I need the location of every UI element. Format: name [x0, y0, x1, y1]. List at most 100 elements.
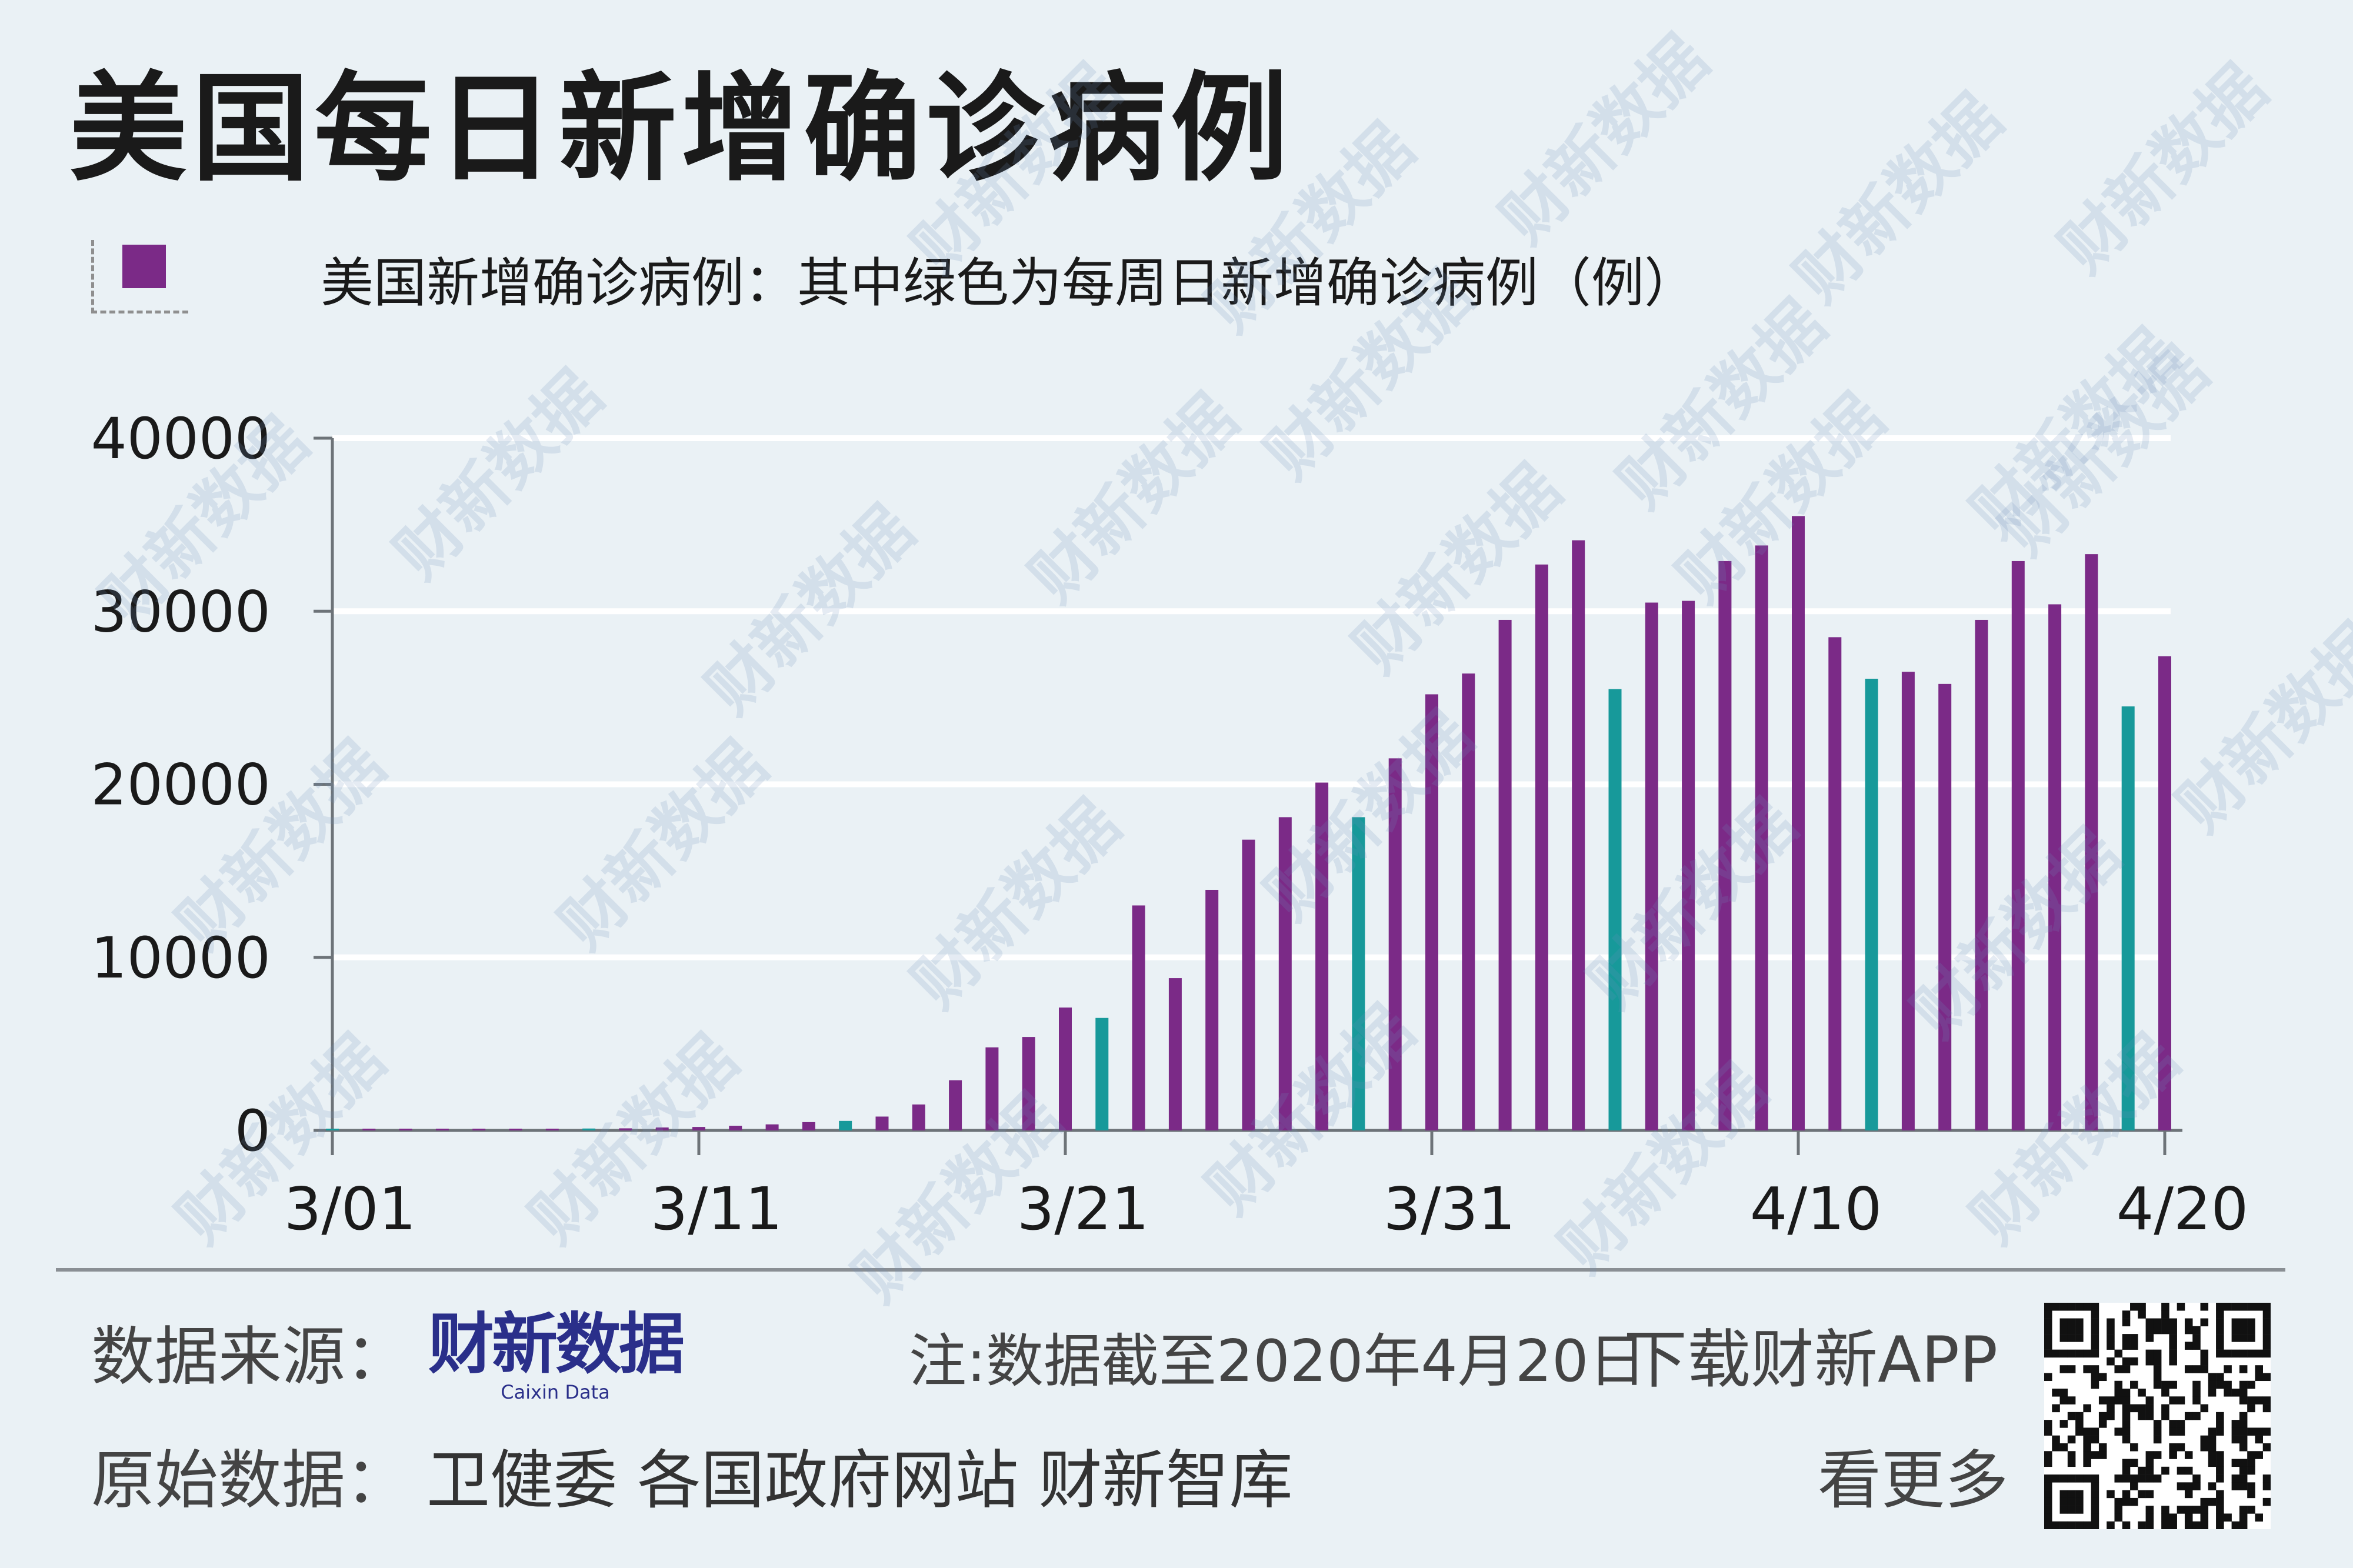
qr-module: [2044, 1497, 2052, 1506]
qr-module: [2059, 1326, 2068, 1335]
qr-module: [2067, 1451, 2076, 1459]
qr-module: [2122, 1427, 2131, 1436]
qr-module: [2067, 1490, 2076, 1499]
qr-module: [2247, 1459, 2255, 1467]
qr-module: [2130, 1380, 2138, 1389]
qr-module: [2239, 1396, 2248, 1404]
qr-module: [2239, 1474, 2248, 1483]
source-brand: 财新数据: [428, 1306, 685, 1383]
qr-module: [2161, 1466, 2169, 1475]
bar-3-12: [729, 1126, 742, 1130]
qr-module: [2044, 1373, 2052, 1382]
qr-module: [2075, 1420, 2084, 1428]
qr-module: [2059, 1506, 2068, 1514]
qr-module: [2153, 1380, 2162, 1389]
qr-module: [2216, 1451, 2224, 1459]
qr-module: [2145, 1474, 2154, 1483]
qr-module: [2262, 1310, 2271, 1319]
qr-module: [2114, 1513, 2123, 1522]
qr-module: [2083, 1349, 2091, 1358]
qr-module: [2161, 1389, 2169, 1397]
qr-module: [2192, 1342, 2201, 1350]
qr-module: [2067, 1412, 2076, 1420]
qr-module: [2231, 1427, 2240, 1436]
qr-module: [2052, 1404, 2060, 1413]
raw-data-label: 原始数据：: [91, 1444, 409, 1517]
qr-module: [2239, 1365, 2248, 1373]
qr-module: [2122, 1459, 2131, 1467]
qr-module: [2122, 1412, 2131, 1420]
qr-module: [2059, 1334, 2068, 1342]
qr-module: [2239, 1380, 2248, 1389]
chart-title: 美国每日新增确诊病例: [69, 61, 1294, 198]
qr-module: [2177, 1427, 2185, 1436]
qr-module: [2169, 1427, 2177, 1436]
qr-module: [2107, 1396, 2115, 1404]
qr-module: [2075, 1506, 2084, 1514]
bar-4-15: [1975, 619, 1988, 1130]
qr-module: [2153, 1474, 2162, 1483]
bar-4-16: [2011, 561, 2025, 1130]
qr-module: [2075, 1521, 2084, 1529]
qr-module: [2130, 1342, 2138, 1350]
qr-module: [2083, 1474, 2091, 1483]
qr-module: [2107, 1334, 2115, 1342]
see-more-text[interactable]: 看更多: [1818, 1444, 2009, 1517]
qr-module: [2255, 1513, 2263, 1522]
bar-3-22: [1095, 1017, 1109, 1130]
bar-3-28: [1315, 782, 1329, 1130]
qr-module: [2145, 1506, 2154, 1514]
qr-module: [2200, 1357, 2209, 1366]
qr-module: [2044, 1474, 2052, 1483]
bar-3-31: [1425, 694, 1438, 1130]
qr-module: [2114, 1349, 2123, 1358]
qr-module: [2231, 1303, 2240, 1311]
qr-module: [2122, 1334, 2131, 1342]
qr-module: [2169, 1357, 2177, 1366]
qr-module: [2169, 1396, 2177, 1404]
qr-module: [2192, 1396, 2201, 1404]
qr-module: [2200, 1303, 2209, 1311]
qr-module: [2200, 1521, 2209, 1529]
qr-module: [2224, 1349, 2232, 1358]
download-app-text[interactable]: 下载财新APP: [1624, 1323, 1998, 1397]
qr-module: [2130, 1404, 2138, 1413]
legend-swatch: [122, 245, 166, 288]
qr-module: [2169, 1326, 2177, 1335]
qr-module: [2239, 1420, 2248, 1428]
qr-module: [2145, 1357, 2154, 1366]
qr-module: [2161, 1303, 2169, 1311]
qr-module: [2044, 1349, 2052, 1358]
qr-module: [2044, 1310, 2052, 1319]
qr-module: [2161, 1310, 2169, 1319]
qr-module: [2059, 1474, 2068, 1483]
qr-module: [2059, 1389, 2068, 1397]
qr-module: [2169, 1420, 2177, 1428]
qr-module: [2184, 1506, 2193, 1514]
qr-module: [2067, 1334, 2076, 1342]
qr-module: [2192, 1389, 2201, 1397]
bar-3-04: [435, 1129, 449, 1130]
qr-module: [2145, 1326, 2154, 1335]
qr-module: [2052, 1389, 2060, 1397]
qr-module: [2091, 1451, 2099, 1459]
qr-module: [2044, 1326, 2052, 1335]
qr-module: [2130, 1474, 2138, 1483]
qr-module: [2262, 1404, 2271, 1413]
qr-module: [2091, 1349, 2099, 1358]
y-tick-label: 20000: [91, 752, 271, 818]
qr-module: [2130, 1303, 2138, 1311]
bar-3-15: [839, 1120, 852, 1130]
qr-module: [2122, 1365, 2131, 1373]
qr-module: [2145, 1459, 2154, 1467]
qr-code[interactable]: [2044, 1303, 2271, 1529]
qr-module: [2153, 1451, 2162, 1459]
qr-module: [2075, 1412, 2084, 1420]
qr-module: [2098, 1412, 2107, 1420]
qr-module: [2098, 1396, 2107, 1404]
bar-4-03: [1535, 564, 1548, 1130]
qr-module: [2138, 1474, 2146, 1483]
qr-module: [2169, 1513, 2177, 1522]
qr-module: [2091, 1342, 2099, 1350]
qr-module: [2208, 1380, 2217, 1389]
